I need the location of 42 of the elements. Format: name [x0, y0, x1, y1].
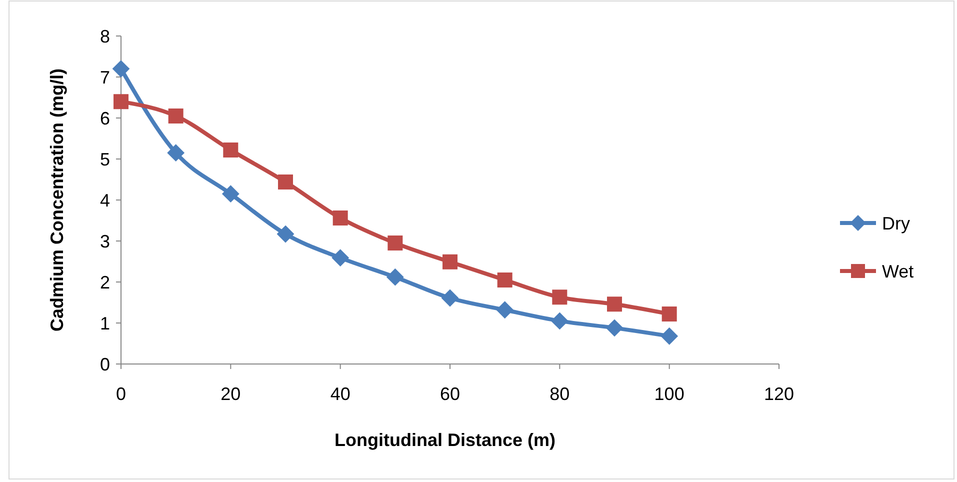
point [332, 249, 349, 266]
point [660, 328, 678, 345]
point [497, 272, 512, 288]
y-axis-title: Cadmium Concentration (mg/l) [47, 68, 67, 332]
legend-label: Dry [882, 213, 910, 234]
point [551, 312, 568, 330]
point [168, 108, 184, 124]
point [223, 142, 238, 158]
point [386, 268, 404, 286]
point [332, 210, 348, 226]
x-tick-label: 0 [116, 384, 126, 404]
point [277, 226, 294, 243]
point [167, 144, 184, 162]
y-tick-label: 6 [100, 108, 110, 128]
point [112, 60, 130, 78]
y-tick-label: 8 [100, 26, 110, 46]
y-tick-label: 3 [100, 231, 110, 252]
point [442, 289, 458, 306]
x-axis-title: Longitudinal Distance (m) [334, 430, 556, 450]
legend-label: Wet [882, 261, 914, 282]
point [278, 174, 293, 190]
point [552, 290, 568, 305]
point [222, 185, 240, 202]
y-tick-label: 2 [100, 272, 110, 292]
x-tick-label: 80 [550, 384, 570, 404]
x-tick-label: 60 [440, 384, 460, 404]
point [606, 319, 623, 336]
point [114, 94, 128, 110]
y-tick-label: 5 [100, 149, 110, 170]
x-tick-label: 20 [220, 384, 241, 404]
x-tick-label: 100 [654, 384, 684, 404]
y-tick-label: 1 [100, 313, 110, 334]
y-tick-label: 0 [100, 354, 110, 374]
y-tick-label: 7 [100, 67, 110, 88]
point [496, 301, 514, 318]
point [442, 254, 458, 270]
x-tick-label: 120 [764, 384, 794, 404]
x-tick-label: 40 [330, 384, 350, 404]
point [662, 306, 677, 322]
y-tick-label: 4 [100, 190, 110, 210]
point [607, 296, 622, 312]
point [388, 236, 403, 251]
